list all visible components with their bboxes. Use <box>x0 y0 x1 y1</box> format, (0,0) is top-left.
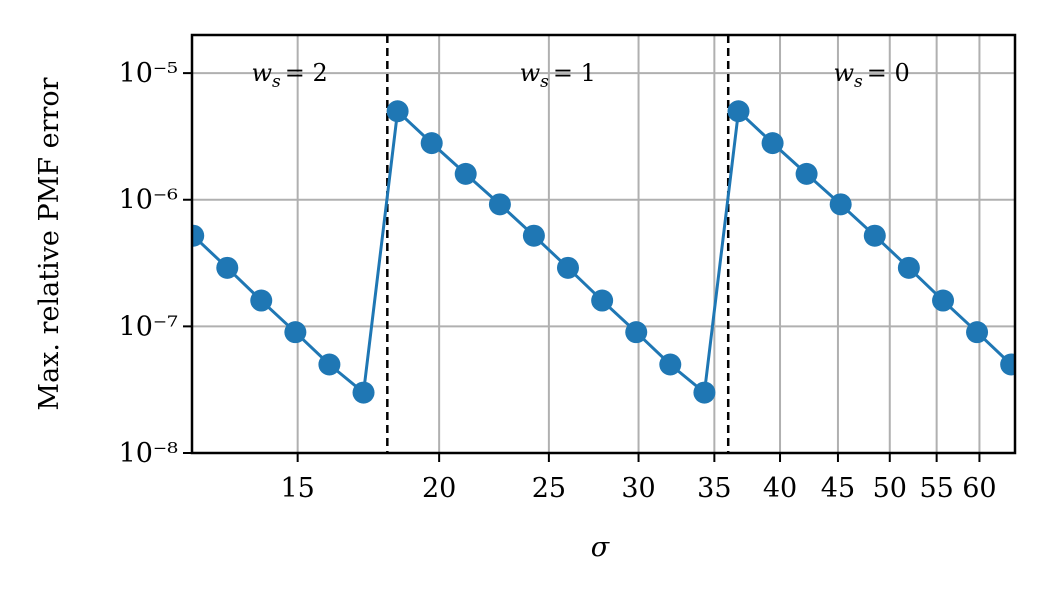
annotation-sub: s <box>854 72 863 92</box>
region-annotation: ws = 0 <box>833 59 909 92</box>
series-line <box>192 108 1013 396</box>
data-point <box>284 321 307 344</box>
data-point <box>932 289 955 312</box>
annotation-text: = 2 <box>285 59 328 87</box>
data-point <box>318 353 341 376</box>
data-point <box>625 321 648 344</box>
x-tick-label: 40 <box>763 473 797 504</box>
y-tick-label: 10⁻⁵ <box>119 58 178 89</box>
x-tick-label: 20 <box>422 473 456 504</box>
annotation-var: w <box>520 59 541 87</box>
data-point <box>454 162 477 185</box>
data-point <box>522 224 545 247</box>
annotation-var: w <box>252 59 273 87</box>
annotation-text: = 1 <box>553 59 596 87</box>
annotation-sub: s <box>540 72 549 92</box>
data-point <box>693 381 716 404</box>
y-axis-label: Max. relative PMF error <box>34 77 65 410</box>
data-point <box>761 132 784 155</box>
data-point <box>591 289 614 312</box>
y-tick-label: 10⁻⁸ <box>119 438 179 469</box>
x-tick-label: 25 <box>532 473 566 504</box>
y-tick-label: 10⁻⁶ <box>119 185 179 216</box>
data-point <box>897 256 920 279</box>
x-tick-label: 50 <box>873 473 907 504</box>
x-tick-label: 35 <box>697 473 731 504</box>
data-point <box>386 100 409 123</box>
data-point <box>192 224 205 247</box>
annotation-var: w <box>833 59 854 87</box>
region-annotation: ws = 2 <box>252 59 328 92</box>
y-tick-label: 10⁻⁷ <box>119 311 179 342</box>
data-point <box>556 256 579 279</box>
data-point <box>966 321 989 344</box>
x-tick-label: 60 <box>962 473 996 504</box>
annotation-sub: s <box>272 72 281 92</box>
data-point <box>352 381 375 404</box>
x-axis-label: σ <box>591 532 611 563</box>
plot-frame <box>190 33 1017 455</box>
x-tick-label: 30 <box>621 473 655 504</box>
region-annotation: ws = 1 <box>520 59 596 92</box>
plot-area <box>192 100 1015 404</box>
data-point <box>216 256 239 279</box>
data-point <box>863 224 886 247</box>
data-point <box>829 193 852 216</box>
data-point <box>420 132 443 155</box>
x-tick-label: 45 <box>821 473 855 504</box>
data-point <box>250 289 273 312</box>
data-point <box>1000 353 1015 376</box>
annotation-text: = 0 <box>867 59 910 87</box>
x-tick-label: 55 <box>919 473 953 504</box>
data-point <box>727 100 750 123</box>
data-point <box>795 162 818 185</box>
data-point <box>488 193 511 216</box>
x-tick-label: 15 <box>280 473 314 504</box>
data-point <box>659 353 682 376</box>
